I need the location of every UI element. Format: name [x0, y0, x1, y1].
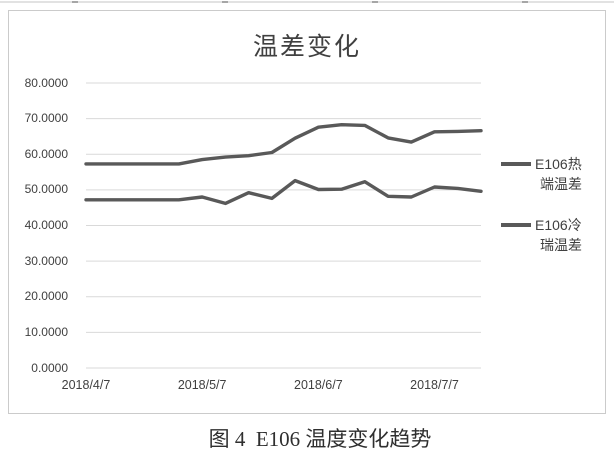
- legend-entry-cold: E106冷 瑞温差: [501, 215, 591, 255]
- y-tick-label: 80.0000: [24, 75, 68, 90]
- y-tick-label: 20.0000: [24, 289, 68, 304]
- legend-label-cold: E106冷 瑞温差: [535, 215, 591, 255]
- y-tick-label: 40.0000: [24, 218, 68, 232]
- y-tick-label: 70.0000: [24, 111, 68, 126]
- y-tick-label: 50.0000: [24, 182, 68, 197]
- legend-label-hot-line2: 端温差: [540, 176, 582, 192]
- x-tick-label: 2018/5/7: [177, 378, 227, 392]
- legend-line-marker-hot: [501, 162, 531, 166]
- chart-plot: [84, 82, 483, 369]
- series-line-hot: [84, 122, 483, 166]
- legend-label-cold-line2: 瑞温差: [540, 237, 582, 253]
- series-line-cold: [84, 178, 483, 206]
- legend-label-hot: E106热 端温差: [535, 154, 591, 194]
- y-tick-label: 0.0000: [31, 360, 68, 375]
- x-tick-label: 2018/7/7: [410, 378, 459, 392]
- y-tick-label: 30.0000: [24, 253, 68, 268]
- x-tick-label: 2018/6/7: [294, 378, 343, 392]
- legend-line-marker-cold: [501, 223, 531, 227]
- chart-title: 温差变化: [252, 33, 361, 61]
- x-tick-label: 2018/4/7: [61, 378, 111, 392]
- legend-entry-hot: E106热 端温差: [501, 154, 591, 194]
- scan-artifact-line: [0, 1, 614, 3]
- chart-legend: E106热 端温差 E106冷 瑞温差: [501, 154, 591, 276]
- y-tick-label: 10.0000: [24, 324, 68, 339]
- legend-label-hot-line1: E106热: [535, 156, 582, 172]
- legend-label-cold-line1: E106冷: [535, 217, 582, 233]
- figure-caption: 图 4 E106 温度变化趋势: [208, 427, 432, 451]
- chart-box: 温差变化 E106热 端温差 E106冷 瑞温差 80.0000 70.0000 6…: [8, 10, 606, 414]
- y-tick-label: 60.0000: [24, 146, 68, 161]
